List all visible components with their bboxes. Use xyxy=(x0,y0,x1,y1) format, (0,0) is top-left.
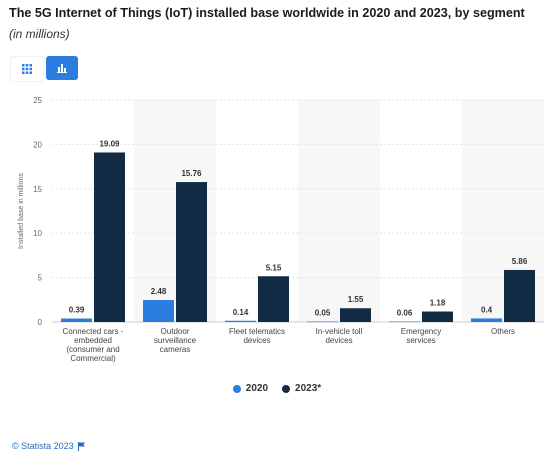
data-label: 1.55 xyxy=(348,295,364,304)
bar-2020-1 xyxy=(143,299,174,322)
legend-item-2023[interactable]: 2023* xyxy=(282,383,321,394)
x-tick-label: embedded xyxy=(74,336,112,345)
bar-2020-2 xyxy=(225,320,256,322)
data-label: 15.76 xyxy=(181,169,202,178)
x-tick-label: In-vehicle toll xyxy=(316,327,363,336)
data-label: 2.48 xyxy=(151,287,167,296)
y-tick-label: 5 xyxy=(38,274,43,283)
bar-2023-3 xyxy=(340,308,371,322)
y-axis-title: Installed base in millions xyxy=(18,173,25,249)
y-tick-label: 20 xyxy=(33,140,42,149)
legend-swatch-2020 xyxy=(232,384,241,393)
bar-2023-0 xyxy=(94,152,125,322)
x-tick-label: devices xyxy=(243,336,270,345)
bar-chart-icon xyxy=(57,64,67,73)
data-label: 5.86 xyxy=(512,257,528,266)
x-tick-label: Connected cars - xyxy=(63,327,124,336)
y-tick-label: 0 xyxy=(38,318,43,327)
x-tick-label: Outdoor xyxy=(161,327,190,336)
data-label: 0.06 xyxy=(397,308,413,317)
data-label: 0.4 xyxy=(481,305,493,314)
x-tick-label: Commercial) xyxy=(70,354,116,363)
x-tick-label: (consumer and xyxy=(66,345,119,354)
x-tick-label: Fleet telematics xyxy=(229,327,285,336)
bar-chart: 0 5 10 15 20 25 Installed base in millions 0.39… xyxy=(18,96,544,363)
chart-view-button[interactable] xyxy=(46,56,78,80)
y-tick-label: 15 xyxy=(33,185,42,194)
grid-icon xyxy=(22,64,32,74)
legend-item-2020[interactable]: 2020 xyxy=(232,383,269,394)
y-tick-label: 10 xyxy=(33,229,42,238)
footer-credit[interactable]: © Statista 2023 xyxy=(12,441,86,451)
legend-swatch-2023 xyxy=(282,384,291,393)
legend: 2020 2023* xyxy=(0,383,554,394)
data-label: 0.05 xyxy=(315,309,331,318)
data-label: 0.39 xyxy=(69,306,85,315)
category-band xyxy=(298,100,380,322)
y-tick-label: 25 xyxy=(33,96,42,105)
bar-2023-2 xyxy=(258,276,289,322)
bar-2020-4 xyxy=(389,321,420,323)
bar-2023-4 xyxy=(422,311,453,322)
bar-2023-5 xyxy=(504,269,535,322)
data-label: 1.18 xyxy=(430,299,446,308)
data-label: 5.15 xyxy=(266,263,282,272)
legend-label-2020: 2020 xyxy=(245,383,269,394)
chart-title: The 5G Internet of Things (IoT) installe… xyxy=(9,6,525,20)
bar-2020-5 xyxy=(471,318,502,322)
flag-icon xyxy=(77,441,85,451)
bar-2020-0 xyxy=(61,318,92,322)
x-tick-label: Emergency xyxy=(401,327,441,336)
x-tick-label: cameras xyxy=(160,345,191,354)
x-tick-label: devices xyxy=(325,336,352,345)
x-tick-label: Others xyxy=(491,327,515,336)
credit-text: © Statista 2023 xyxy=(12,441,74,451)
x-tick-label: surveillance xyxy=(154,336,197,345)
bar-2020-3 xyxy=(307,321,338,323)
table-view-button[interactable] xyxy=(10,56,44,82)
data-label: 0.14 xyxy=(233,308,249,317)
data-label: 19.09 xyxy=(99,139,120,148)
bar-2023-1 xyxy=(176,182,207,322)
chart-subtitle: (in millions) xyxy=(9,27,70,41)
x-tick-label: services xyxy=(406,336,435,345)
legend-label-2023: 2023* xyxy=(295,383,322,394)
